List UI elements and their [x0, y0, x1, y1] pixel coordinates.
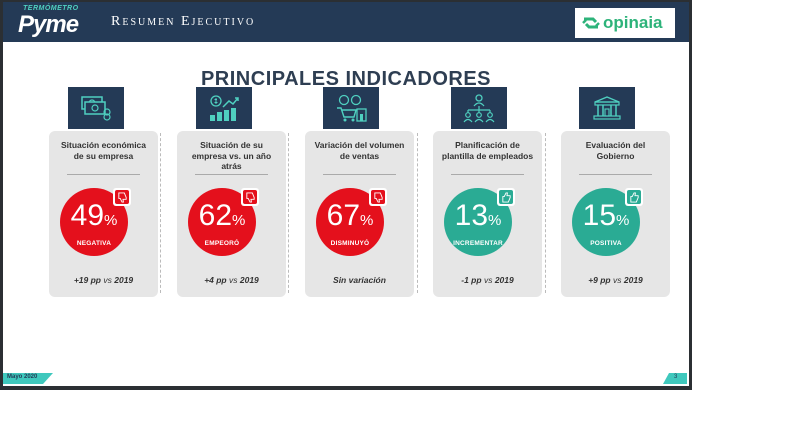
- indicator-card-year-comparison: Situación de su empresa vs. un año atrás…: [177, 131, 286, 297]
- logo-text: Pyme: [18, 11, 79, 38]
- card-divider: [417, 133, 418, 293]
- card-label: Situación económica de su empresa: [60, 140, 147, 161]
- money-icon-box: [68, 87, 124, 129]
- card-separator: [67, 174, 140, 175]
- presentation-slide: TERMÓMETRO Pyme Resumen Ejecutivo opinai…: [0, 0, 692, 390]
- slide-header: TERMÓMETRO Pyme Resumen Ejecutivo opinai…: [3, 2, 689, 42]
- card-divider: [545, 133, 546, 293]
- page-number: 3: [674, 374, 678, 380]
- money-icon: [81, 96, 111, 121]
- org-chart-icon-box: [451, 87, 507, 129]
- card-label: Variación del volumen de ventas: [314, 140, 405, 161]
- org-chart-icon: [463, 94, 495, 123]
- card-label: Evaluación del Gobierno: [585, 140, 646, 161]
- thumbs-down-badge: [113, 188, 131, 206]
- main-title: PRINCIPALES INDICADORES: [200, 68, 492, 90]
- opinaia-logo-icon: [582, 17, 600, 29]
- store-icon-box: [323, 87, 379, 129]
- footer-page-tab: [663, 373, 687, 384]
- percentage-value: 13%: [454, 199, 502, 232]
- thumbs-down-badge: [369, 188, 387, 206]
- brand-name: opinaia: [603, 13, 663, 32]
- comparison-text: +19 pp vs 2019: [73, 275, 134, 285]
- status-label: INCREMENTAR: [453, 240, 503, 247]
- thumbs-up-icon: [629, 191, 639, 203]
- thumbs-up-badge: [625, 188, 643, 206]
- footer-date-tab: [3, 373, 53, 384]
- footer-date: Mayo 2020: [7, 374, 38, 380]
- card-separator: [579, 174, 652, 175]
- comparison-text: +9 pp vs 2019: [588, 275, 643, 285]
- percentage-circle: 13% INCREMENTAR: [444, 188, 512, 256]
- indicator-card-staff-planning: Planificación de plantilla de empleados …: [433, 131, 542, 297]
- government-building-icon: [593, 96, 621, 120]
- status-label: POSITIVA: [590, 240, 622, 247]
- thumbs-down-icon: [117, 191, 127, 203]
- government-building-icon-box: [579, 87, 635, 129]
- thumbs-up-badge: [497, 188, 515, 206]
- card-separator: [451, 174, 524, 175]
- status-label: NEGATIVA: [76, 240, 112, 247]
- card-divider: [288, 133, 289, 293]
- card-label: Situación de su empresa vs. un año atrás: [191, 140, 272, 171]
- indicator-card-government-evaluation: Evaluación del Gobierno 15% POSITIVA +9 …: [561, 131, 670, 297]
- growth-chart-icon: [210, 95, 239, 121]
- indicator-card-sales-volume: Variación del volumen de ventas 67% DISM…: [305, 131, 414, 297]
- brand-logo: opinaia: [575, 8, 675, 38]
- thumbs-up-icon: [501, 191, 511, 203]
- percentage-value: 67%: [326, 199, 374, 232]
- comparison-text: +4 pp vs 2019: [204, 275, 259, 285]
- percentage-value: 49%: [70, 199, 118, 232]
- status-label: EMPEORÓ: [204, 240, 240, 247]
- growth-chart-icon-box: [196, 87, 252, 129]
- thumbs-down-icon: [245, 191, 255, 203]
- logo-subtitle: TERMÓMETRO: [23, 5, 79, 12]
- card-label: Planificación de plantilla de empleados: [441, 140, 534, 161]
- header-title: Resumen Ejecutivo: [111, 14, 256, 29]
- percentage-value: 15%: [582, 199, 630, 232]
- comparison-text: Sin variación: [333, 275, 386, 285]
- indicator-card-economic-situation: Situación económica de su empresa 49% NE…: [49, 131, 158, 297]
- percentage-circle: 15% POSITIVA: [572, 188, 640, 256]
- card-separator: [195, 174, 268, 175]
- status-label: DISMINUYÓ: [330, 240, 370, 247]
- comparison-text: -1 pp vs 2019: [461, 275, 514, 285]
- percentage-value: 62%: [198, 199, 246, 232]
- card-separator: [323, 174, 396, 175]
- thumbs-down-badge: [241, 188, 259, 206]
- card-divider: [160, 133, 161, 293]
- thumbs-down-icon: [373, 191, 383, 203]
- store-icon: [337, 94, 367, 122]
